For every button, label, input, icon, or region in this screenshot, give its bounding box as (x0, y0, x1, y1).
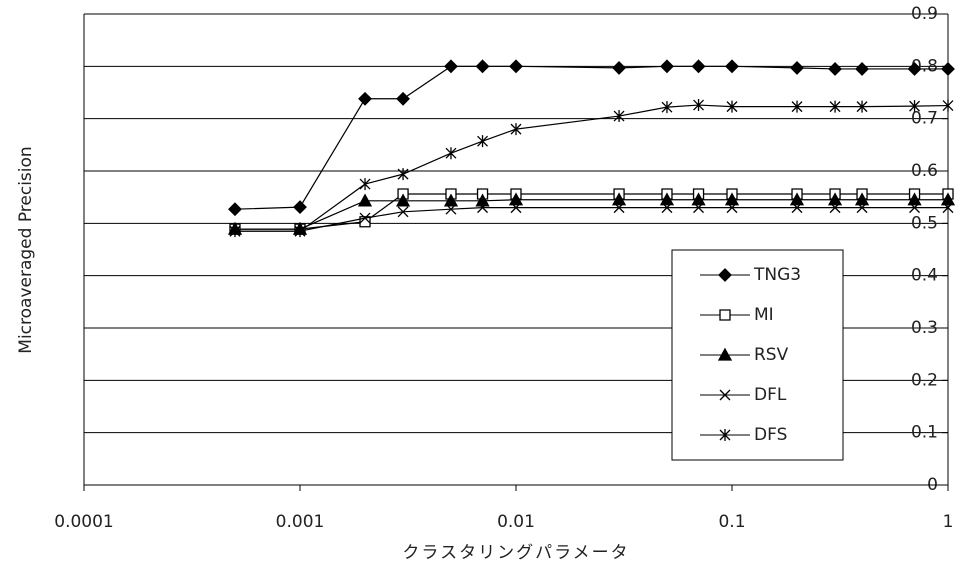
x-tick-label: 0.001 (276, 512, 325, 532)
x-tick-label: 0.01 (497, 512, 535, 532)
marker (359, 178, 371, 191)
marker (854, 192, 870, 206)
marker (828, 62, 842, 76)
legend-marker (719, 429, 731, 441)
marker (941, 62, 955, 76)
series-line (234, 207, 948, 232)
marker (791, 202, 803, 214)
marker (510, 202, 522, 214)
marker (724, 192, 740, 206)
marker (477, 135, 489, 148)
marker (613, 110, 625, 123)
x-tick-label: 1 (943, 512, 954, 532)
y-tick-label: 0.7 (911, 109, 938, 129)
marker (229, 225, 241, 238)
marker (359, 212, 371, 224)
series-line (234, 104, 949, 232)
marker (510, 123, 522, 136)
x-tick-label: 0.1 (718, 512, 745, 532)
marker (357, 193, 373, 207)
y-tick-label: 0.4 (911, 266, 938, 286)
marker (661, 202, 673, 214)
marker (940, 192, 956, 206)
marker (611, 192, 627, 206)
legend-marker (718, 268, 732, 282)
marker (691, 59, 706, 74)
y-tick-label: 0.9 (911, 4, 938, 24)
marker (397, 206, 409, 218)
legend-label: TNG3 (753, 265, 801, 285)
marker (907, 62, 922, 76)
marker (907, 192, 922, 206)
y-tick-label: 0.3 (911, 318, 938, 338)
legend-marker (717, 347, 733, 361)
marker (942, 99, 954, 112)
marker (909, 202, 921, 214)
marker (475, 193, 490, 207)
marker (693, 99, 705, 112)
marker (856, 100, 868, 113)
marker (444, 59, 458, 74)
marker (856, 202, 868, 214)
marker (789, 192, 805, 206)
marker (294, 225, 306, 238)
y-tick-label: 0.6 (911, 161, 938, 181)
x-axis-title: クラスタリングパラメータ (402, 543, 629, 563)
marker (395, 193, 411, 207)
marker (612, 60, 626, 75)
marker (829, 202, 841, 214)
x-tick-label: 0.0001 (54, 512, 113, 532)
legend-label: MI (754, 305, 774, 325)
marker (508, 192, 524, 206)
y-tick-label: 0.5 (911, 213, 938, 233)
marker (725, 59, 739, 74)
marker (660, 59, 674, 74)
y-axis-title: Microaveraged Precision (16, 146, 36, 353)
marker (396, 91, 410, 106)
legend-marker (719, 389, 731, 401)
marker (791, 100, 803, 113)
marker (509, 59, 523, 74)
marker (726, 100, 738, 113)
legend-marker (719, 309, 731, 321)
marker (477, 202, 489, 214)
marker (293, 200, 307, 215)
legend-label: DFL (754, 385, 787, 405)
marker (726, 202, 738, 214)
marker (691, 192, 706, 206)
legend-label: RSV (754, 345, 789, 365)
marker (855, 62, 869, 76)
marker (475, 59, 490, 74)
y-tick-label: 0.1 (911, 423, 938, 443)
marker (443, 193, 459, 207)
marker (397, 168, 409, 181)
marker (790, 60, 804, 75)
marker (358, 91, 372, 106)
y-tick-label: 0.2 (911, 370, 938, 390)
marker (613, 202, 625, 214)
legend-label: DFS (754, 425, 787, 445)
marker (829, 100, 841, 113)
series-line (234, 199, 948, 230)
marker (659, 192, 675, 206)
marker (827, 192, 843, 206)
marker (693, 202, 705, 214)
marker (909, 100, 921, 113)
marker (661, 101, 673, 114)
marker (445, 203, 457, 215)
marker (228, 202, 242, 217)
series-line (234, 193, 948, 230)
marker (445, 147, 457, 160)
marker (942, 202, 954, 214)
series-line (234, 65, 948, 210)
